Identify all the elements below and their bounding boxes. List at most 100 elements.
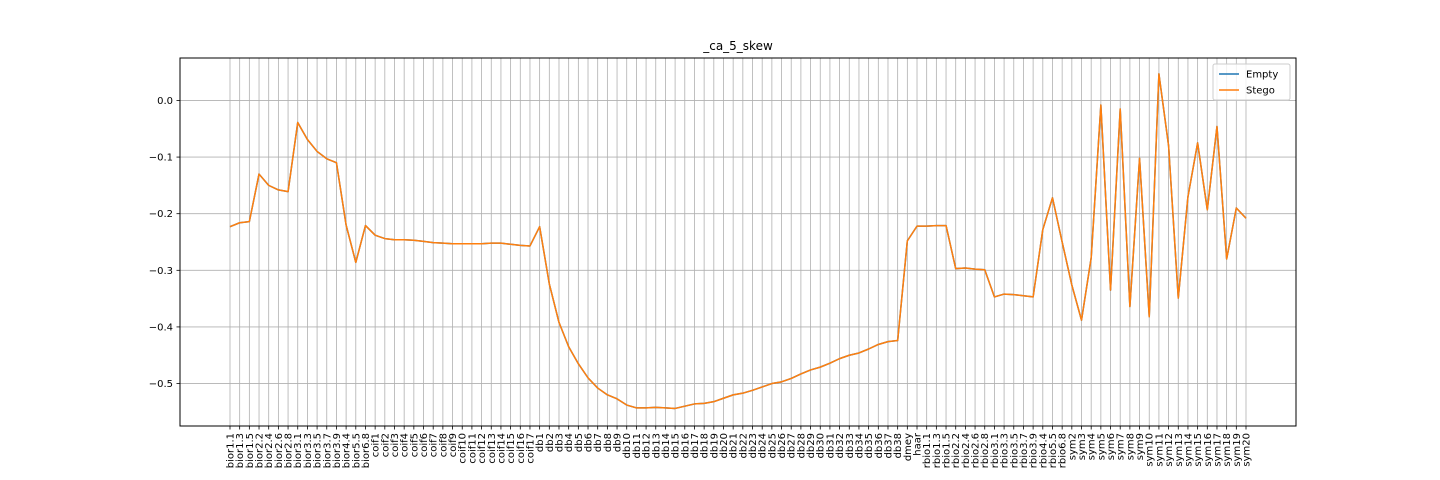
x-tick-label: coif17 [525,433,536,464]
x-tick-label: coif16 [516,433,527,464]
series-lines [229,73,1247,410]
x-tick-label: sym15 [1193,433,1204,467]
y-axis: 0.0 −0.1 −0.2 −0.3 −0.4 −0.5 [149,96,180,390]
x-tick-label: coif11 [467,433,478,464]
x-tick-label: db16 [680,433,691,458]
x-tick-label: db12 [642,433,653,458]
x-tick-label: sym4 [1087,433,1098,460]
y-tick-label: −0.1 [149,153,173,164]
x-tick-label: rbio2.2 [951,433,962,468]
x-tick-label: db38 [893,433,904,458]
x-tick-label: db32 [835,433,846,458]
x-tick-label: sym5 [1096,433,1107,460]
x-tick-label: rbio2.6 [971,433,982,468]
x-tick-label: db13 [651,433,662,458]
x-tick-label: db36 [874,433,885,458]
x-tick-label: coif15 [506,433,517,464]
x-tick-label: bior2.4 [264,433,275,468]
x-tick-label: db4 [564,433,575,452]
x-tick-label: sym14 [1183,433,1194,467]
x-tick-label: db27 [787,433,798,458]
x-tick-label: sym2 [1067,433,1078,460]
x-tick-label: bior1.5 [245,433,256,468]
y-tick-label: −0.4 [149,322,173,333]
x-tick-label: rbio3.3 [1000,433,1011,468]
x-tick-label: db9 [613,433,624,452]
x-tick-label: db30 [816,433,827,458]
x-tick-label: bior3.3 [303,433,314,468]
grid [180,58,1296,426]
x-tick-label: bior4.4 [342,433,353,468]
y-tick-label: 0.0 [157,96,173,107]
x-tick-label: bior2.8 [284,433,295,468]
x-tick-label: db20 [719,433,730,458]
x-tick-label: coif8 [438,433,449,457]
x-tick-label: db26 [777,433,788,458]
x-tick-label: bior1.1 [226,433,237,468]
x-tick-label: sym12 [1164,433,1175,467]
axes-frame [179,57,1297,427]
legend: Empty Stego [1212,63,1291,101]
x-tick-label: db22 [738,433,749,458]
x-tick-label: db35 [864,433,875,458]
x-tick-label: coif2 [380,433,391,457]
x-tick-label: coif13 [487,433,498,464]
x-tick-label: db29 [806,433,817,458]
x-tick-label: rbio1.3 [932,433,943,468]
x-tick-label: bior5.5 [351,433,362,468]
x-tick-label: rbio2.4 [961,433,972,468]
x-tick-label: db5 [574,433,585,452]
x-tick-label: coif10 [458,433,469,464]
x-tick-label: db14 [661,433,672,458]
x-tick-label: bior1.3 [235,433,246,468]
x-tick-label: db18 [700,433,711,458]
x-tick-label: sym8 [1125,433,1136,460]
legend-label: Stego [1246,86,1275,97]
x-tick-label: db21 [729,433,740,458]
x-tick-label: sym6 [1106,433,1117,460]
y-tick-label: −0.5 [149,379,173,390]
x-tick-label: bior2.6 [274,433,285,468]
x-tick-label: sym11 [1154,433,1165,467]
x-tick-label: db11 [632,433,643,458]
x-tick-label: coif6 [419,433,430,457]
x-tick-label: sym3 [1077,433,1088,460]
x-tick-label: db1 [535,433,546,452]
x-tick-label: db24 [758,433,769,458]
x-tick-label: coif5 [409,433,420,457]
series-line-stego [229,73,1247,410]
x-tick-label: db10 [622,433,633,458]
x-tick-label: db28 [796,433,807,458]
x-tick-label: coif9 [448,433,459,457]
x-tick-label: bior3.5 [313,433,324,468]
x-tick-label: sym18 [1222,433,1233,467]
x-tick-label: bior3.9 [332,433,343,468]
y-tick-label: −0.3 [149,266,173,277]
x-tick-label: coif7 [429,433,440,457]
x-tick-label: rbio6.8 [1058,433,1069,468]
x-tick-label: bior3.1 [293,433,304,468]
x-tick-label: haar [913,432,924,456]
x-tick-label: rbio3.5 [1009,433,1020,468]
x-tick-label: dmey [903,433,914,461]
x-tick-label: bior2.2 [255,433,266,468]
x-axis: bior1.1bior1.3bior1.5bior2.2bior2.4bior2… [226,426,1253,468]
x-tick-label: rbio3.9 [1029,433,1040,468]
x-tick-label: db23 [748,433,759,458]
x-tick-label: db34 [854,433,865,458]
x-tick-label: db25 [767,433,778,458]
x-tick-label: sym10 [1145,433,1156,467]
x-tick-label: db37 [883,433,894,458]
x-tick-label: bior3.7 [322,433,333,468]
x-tick-label: coif14 [496,433,507,464]
x-tick-label: rbio1.1 [922,433,933,468]
x-tick-label: db31 [825,433,836,458]
x-tick-label: db17 [690,433,701,458]
legend-box [1212,63,1291,101]
legend-label: Empty [1246,70,1278,81]
x-tick-label: coif3 [390,433,401,457]
x-tick-label: rbio3.7 [1019,433,1030,468]
x-tick-label: rbio2.8 [980,433,991,468]
x-tick-label: rbio4.4 [1038,433,1049,468]
